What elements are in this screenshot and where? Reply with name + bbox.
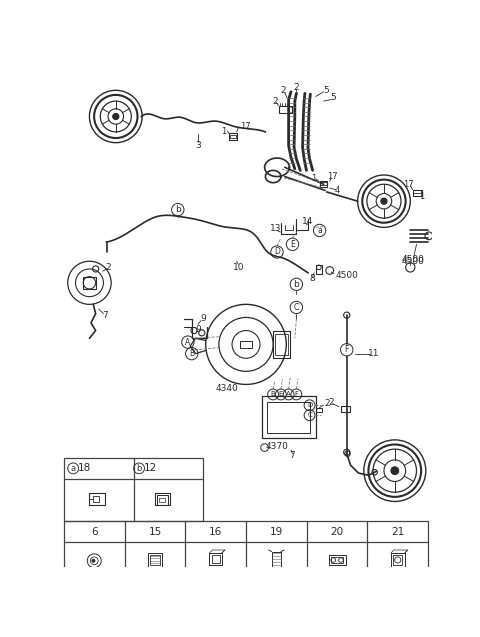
Text: 4370: 4370	[265, 441, 288, 450]
Bar	[230, 135, 236, 138]
Text: 10: 10	[232, 263, 244, 272]
Bar	[276, 334, 288, 355]
Bar	[148, 553, 162, 567]
Text: A: A	[185, 338, 191, 347]
Text: 4340: 4340	[215, 383, 238, 393]
Text: 2: 2	[273, 97, 278, 106]
Text: 9: 9	[201, 315, 206, 324]
Text: B: B	[271, 392, 276, 397]
Text: 21: 21	[391, 527, 404, 536]
Bar	[209, 553, 222, 566]
Text: 20: 20	[331, 527, 344, 536]
Text: 2: 2	[328, 398, 334, 408]
Text: 13: 13	[270, 224, 281, 233]
Circle shape	[113, 113, 119, 120]
Text: 1: 1	[312, 173, 317, 183]
Bar	[262, 396, 316, 438]
Text: a: a	[317, 226, 322, 235]
Bar	[159, 497, 166, 502]
Text: D: D	[274, 248, 280, 257]
Bar	[273, 331, 290, 358]
Bar	[212, 555, 219, 563]
Bar	[93, 496, 99, 502]
Bar	[64, 520, 428, 578]
Text: C: C	[294, 303, 299, 312]
Text: 5: 5	[331, 94, 336, 103]
Bar	[316, 408, 322, 412]
Text: a: a	[71, 464, 76, 473]
Bar	[272, 552, 281, 567]
Bar	[267, 402, 311, 433]
Text: 19: 19	[270, 527, 283, 536]
Text: 17: 17	[327, 172, 338, 181]
Text: 12: 12	[144, 463, 157, 473]
Text: 8: 8	[309, 274, 315, 283]
Text: C: C	[307, 412, 312, 419]
Bar	[321, 182, 326, 185]
Bar	[157, 496, 168, 505]
Bar	[240, 341, 252, 348]
Text: 14: 14	[302, 217, 314, 225]
Text: 2: 2	[280, 86, 286, 95]
Bar	[155, 493, 170, 505]
Text: 7: 7	[102, 311, 108, 320]
Bar	[391, 553, 405, 567]
Text: 16: 16	[209, 527, 222, 536]
Text: 4: 4	[335, 186, 340, 195]
Text: 2: 2	[105, 263, 111, 272]
Circle shape	[381, 198, 387, 204]
Text: 7: 7	[289, 451, 295, 460]
Bar	[413, 190, 422, 196]
Text: F: F	[294, 392, 299, 397]
Bar	[316, 265, 322, 275]
Text: F: F	[345, 345, 349, 354]
Bar	[328, 555, 346, 566]
Text: 5: 5	[323, 86, 329, 95]
Text: 3: 3	[195, 141, 201, 150]
Text: 17: 17	[240, 122, 251, 131]
Text: A: A	[286, 392, 291, 397]
Text: E: E	[279, 392, 283, 397]
Text: 4500: 4500	[402, 257, 425, 266]
Text: 15: 15	[148, 527, 162, 536]
Bar	[150, 555, 159, 564]
Bar	[413, 190, 421, 194]
Text: B: B	[189, 349, 194, 358]
Text: 18: 18	[78, 463, 91, 473]
Text: 4500: 4500	[401, 255, 424, 264]
Text: 2: 2	[294, 83, 299, 92]
Bar	[340, 406, 350, 412]
Text: b: b	[175, 205, 180, 214]
Text: b: b	[136, 464, 142, 473]
Text: b: b	[293, 280, 299, 289]
Text: 2: 2	[324, 399, 330, 408]
Bar	[393, 555, 402, 564]
Circle shape	[92, 559, 95, 562]
Text: 11: 11	[368, 349, 380, 358]
Text: E: E	[290, 240, 295, 249]
Bar	[64, 457, 204, 520]
Text: 1: 1	[420, 192, 424, 201]
Text: 1: 1	[221, 127, 227, 136]
Bar	[229, 133, 237, 140]
Bar	[89, 493, 105, 505]
Text: 6: 6	[91, 527, 97, 536]
Text: 17: 17	[403, 180, 413, 189]
Bar	[331, 557, 343, 563]
Circle shape	[391, 467, 399, 475]
Bar	[320, 181, 327, 187]
Text: 4500: 4500	[335, 271, 358, 280]
Text: D: D	[307, 402, 312, 408]
Bar	[279, 106, 292, 113]
Text: 9: 9	[195, 324, 201, 334]
Bar	[83, 276, 96, 289]
